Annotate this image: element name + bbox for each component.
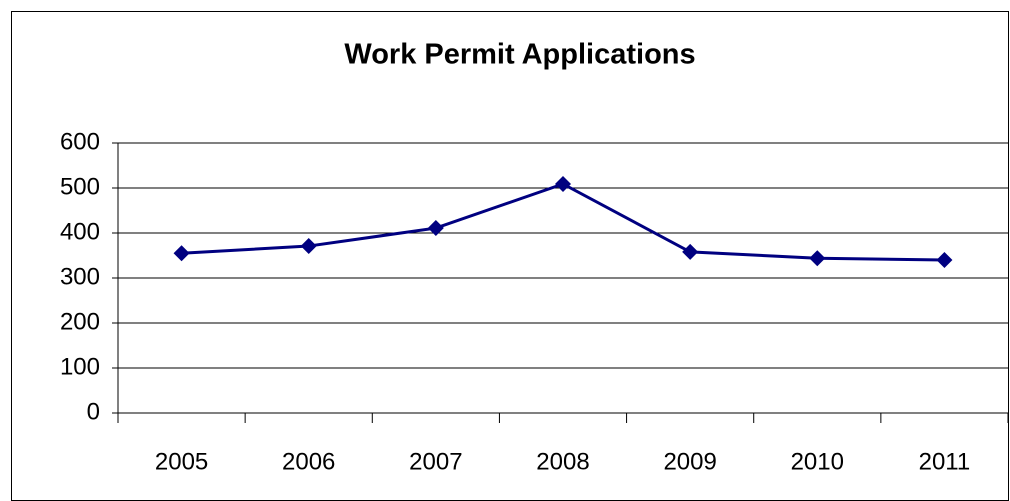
y-tick-label: 100 xyxy=(60,353,100,380)
y-tick-label: 0 xyxy=(87,398,100,425)
y-tick-label: 500 xyxy=(60,173,100,200)
data-point xyxy=(682,243,699,260)
data-point xyxy=(427,220,444,237)
x-tick-label: 2011 xyxy=(919,448,971,475)
data-point xyxy=(300,238,317,255)
x-tick-label: 2009 xyxy=(663,448,716,475)
y-tick-label: 600 xyxy=(60,128,100,155)
y-tick-label: 400 xyxy=(60,218,100,245)
data-point xyxy=(936,252,953,268)
x-tick-label: 2005 xyxy=(155,448,208,475)
y-tick-label: 200 xyxy=(60,308,100,335)
x-tick-label: 2008 xyxy=(536,448,589,475)
data-point xyxy=(173,245,190,262)
data-point xyxy=(809,250,826,267)
x-tick-label: 2007 xyxy=(409,448,462,475)
data-point xyxy=(555,175,571,192)
y-tick-label: 300 xyxy=(60,263,100,290)
chart-frame xyxy=(11,11,1009,501)
chart-title: Work Permit Applications xyxy=(344,39,695,71)
x-tick-label: 2010 xyxy=(791,448,844,475)
x-tick-label: 2006 xyxy=(282,448,335,475)
